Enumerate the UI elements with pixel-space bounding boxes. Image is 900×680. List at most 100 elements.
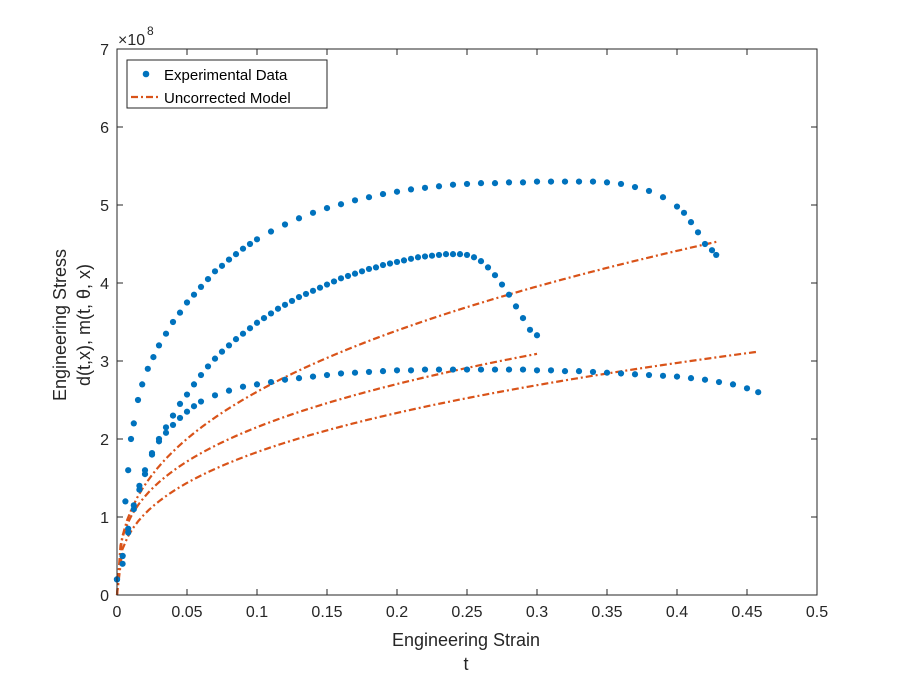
data-point — [119, 560, 126, 567]
data-point — [498, 281, 506, 288]
data-point — [631, 371, 639, 378]
model-curve-3 — [115, 350, 759, 596]
data-point — [125, 467, 132, 474]
data-point — [211, 392, 219, 399]
data-point — [309, 287, 317, 294]
data-point — [337, 275, 345, 282]
data-point — [386, 260, 394, 267]
data-point — [260, 315, 268, 322]
data-point — [421, 184, 429, 191]
data-point — [344, 272, 352, 280]
data-point — [169, 421, 177, 429]
y-tick-label: 4 — [100, 276, 109, 293]
data-point — [144, 365, 151, 372]
data-point — [176, 309, 184, 316]
data-point — [463, 180, 471, 188]
data-point — [150, 354, 157, 361]
data-point — [225, 342, 233, 349]
data-point — [463, 366, 471, 373]
data-point — [393, 367, 401, 374]
y-tick-label: 1 — [100, 510, 109, 527]
data-point — [134, 396, 142, 404]
data-point — [239, 330, 247, 337]
data-point — [351, 270, 359, 277]
x-tick-label: 0 — [113, 604, 122, 621]
data-point — [288, 297, 296, 305]
x-tick-label: 0.15 — [311, 604, 342, 621]
data-point — [218, 348, 226, 355]
data-point — [183, 408, 191, 415]
data-point — [183, 391, 191, 398]
data-point — [519, 179, 527, 186]
data-point — [533, 332, 541, 339]
data-point — [713, 251, 720, 259]
data-point — [253, 319, 261, 326]
data-point — [239, 245, 247, 252]
data-point — [673, 373, 681, 380]
data-point — [533, 367, 541, 374]
x-tick-label: 0.05 — [171, 604, 202, 621]
y-tick-label: 3 — [100, 354, 109, 371]
data-point — [130, 502, 137, 509]
data-point — [687, 219, 695, 226]
data-point — [755, 389, 762, 396]
data-point — [197, 398, 205, 405]
data-point — [302, 290, 310, 298]
data-point — [127, 435, 135, 443]
data-point — [162, 330, 170, 337]
data-point — [470, 254, 478, 261]
data-point — [561, 368, 569, 375]
data-point — [603, 179, 611, 186]
data-point — [673, 203, 681, 210]
data-point — [295, 293, 303, 301]
data-point — [456, 251, 464, 258]
data-point — [701, 376, 709, 383]
data-point — [351, 197, 359, 204]
data-point — [575, 368, 583, 375]
data-point — [176, 400, 184, 407]
y-tick-label: 6 — [100, 120, 109, 137]
data-point — [225, 256, 233, 263]
data-point — [162, 424, 170, 431]
data-point — [337, 201, 345, 208]
data-point — [435, 251, 443, 259]
data-point — [239, 383, 247, 390]
data-point — [561, 178, 569, 185]
data-point — [400, 257, 408, 264]
data-point — [358, 268, 366, 275]
data-point — [253, 236, 261, 243]
data-point — [463, 251, 471, 259]
data-point — [190, 381, 198, 388]
data-point — [365, 194, 373, 201]
data-point — [218, 262, 226, 269]
data-point — [414, 254, 422, 261]
x-tick-label: 0.1 — [246, 604, 268, 621]
data-point — [246, 325, 254, 332]
data-point — [197, 283, 205, 290]
y-axis-label: Engineering Stress — [50, 249, 70, 401]
data-point — [491, 366, 499, 373]
data-point — [337, 370, 345, 377]
data-point — [715, 378, 723, 386]
y-tick-label: 5 — [100, 198, 109, 215]
data-point — [393, 188, 401, 195]
y-tick-label: 2 — [100, 432, 109, 449]
data-point — [204, 276, 212, 283]
x-tick-label: 0.35 — [591, 604, 622, 621]
x-tick-label: 0.2 — [386, 604, 408, 621]
data-point — [477, 180, 485, 187]
data-point — [491, 180, 499, 187]
y-tick-label: 0 — [100, 588, 109, 605]
x-tick-label: 0.3 — [526, 604, 548, 621]
data-point — [407, 255, 415, 262]
x-tick-label: 0.25 — [451, 604, 482, 621]
legend-box — [126, 59, 328, 109]
data-point — [176, 414, 184, 422]
data-point — [477, 258, 485, 265]
data-point — [281, 221, 289, 228]
plot-area — [113, 178, 762, 596]
data-point — [449, 366, 457, 373]
data-point — [708, 247, 716, 254]
data-point — [379, 261, 387, 269]
